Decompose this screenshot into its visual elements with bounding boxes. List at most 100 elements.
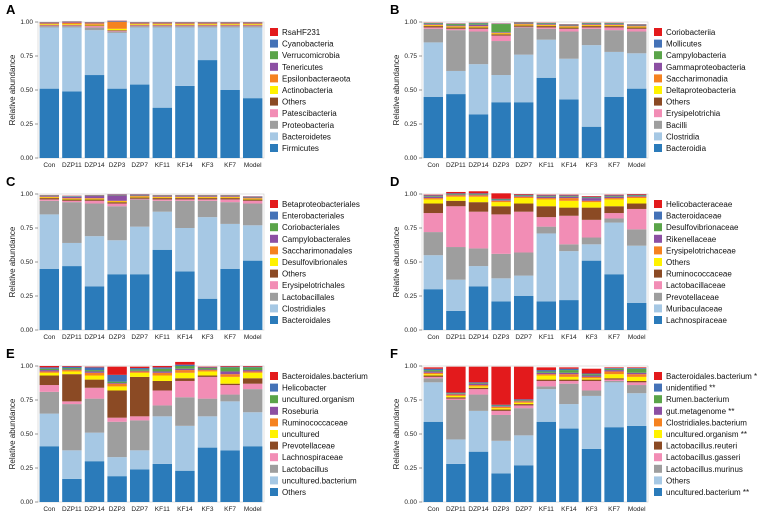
legend-label: Helicobacteraceae (666, 200, 733, 209)
bar-segment-Muribaculaceae (559, 251, 579, 301)
bar-segment-gut.metagenome (559, 372, 579, 375)
bar-segment-Lachnospiraceae (152, 390, 173, 406)
bar-segment-Others (513, 25, 534, 27)
x-tick-label: DZP7 (131, 334, 148, 341)
bar-segment-Patescibacteria (129, 25, 150, 27)
legend-swatch (270, 453, 278, 462)
y-tick-label: 0.50 (20, 431, 33, 438)
bar-segment-Lactobacillus.gasseri (604, 379, 624, 381)
x-tick-label: KF14 (561, 334, 577, 341)
bar-segment-Desulfovibrionaceae (423, 196, 444, 197)
bar-segment-uncultured.bacterium (62, 450, 82, 479)
bar-segment-Bacteroidales (62, 266, 82, 330)
x-tick-label: Con (427, 506, 439, 513)
bar-segment-Campylobacterales (242, 197, 263, 199)
bar-segment-Ruminococcaceae (626, 203, 647, 209)
bar-segment-Desulfovibrionales (175, 197, 195, 199)
bar-segment-Bacteroidaceae (423, 195, 444, 197)
bar-segment-uncultured (84, 375, 105, 380)
bar-segment-uncultured.organism (175, 366, 195, 369)
y-tick-label: 0.00 (404, 327, 417, 334)
bar-segment-Campylobacterales (152, 196, 173, 197)
bar-segment-Clostridiales (197, 217, 218, 299)
legend-swatch (654, 430, 662, 438)
legend-label: Lactobacillus (282, 465, 328, 474)
legend-swatch (654, 51, 662, 60)
bar-segment-Patescibacteria (84, 26, 105, 28)
bar-segment-Clostridia (559, 58, 579, 100)
x-tick-label: DZP14 (84, 162, 105, 169)
legend-swatch (654, 488, 662, 496)
bar-segment-Saccharimonadia (468, 26, 489, 27)
bar-segment-Clostridia (423, 42, 444, 97)
legend-label: uncultured.bacterium ** (666, 488, 749, 497)
bar-segment-Others (107, 476, 127, 502)
bar-segment-Bacilli (581, 28, 602, 46)
legend-swatch (270, 144, 278, 152)
bar-segment-Bacteroidaceae (559, 195, 579, 197)
bar-segment-Lactobacillus.murinus (513, 408, 534, 436)
bar-segment-Others (175, 24, 195, 26)
legend-swatch (654, 211, 662, 220)
bar-segment-Lachnospiraceae (129, 416, 150, 421)
bar-segment-Others (468, 27, 489, 29)
y-tick-label: 0.00 (404, 155, 417, 162)
bar-segment-Patescibacteria (242, 25, 263, 27)
bar-segment-Erysipelotrichia (513, 26, 534, 28)
bar-segment-Actinobacteria (152, 24, 173, 25)
bar-segment-Lactobacillus.reuteri (581, 379, 602, 381)
legend-swatch (270, 269, 278, 278)
bar-segment-Campylobacteria (604, 23, 624, 25)
bar-segment-Firmicutes (152, 107, 173, 158)
bar-segment-Epsilonbacteraeota (197, 23, 218, 25)
bar-segment-Others (197, 447, 218, 502)
bar-segment-Epsilonbacteraeota (107, 22, 127, 29)
bar-segment-uncultured.organism (446, 395, 466, 398)
legend-swatch (270, 383, 278, 392)
bar-segment-unidentified (536, 370, 557, 372)
bar-segment-Others (604, 382, 624, 428)
legend-swatch (654, 418, 662, 427)
x-tick-label: DZP3 (109, 334, 126, 341)
bar-segment-Firmicutes (39, 88, 60, 158)
legend-label: Clostridiales (282, 304, 326, 313)
bar-segment-Erysipelotrichaceae (536, 198, 557, 200)
bar-segment-Bacteroidales.bacterium (604, 367, 624, 369)
bar-segment-Erysipelotrichales (242, 200, 263, 204)
x-tick-label: KF11 (155, 506, 170, 513)
bar-segment-Prevotellaceae (107, 390, 127, 418)
legend-swatch (270, 406, 278, 415)
y-tick-label: 1.00 (20, 363, 33, 370)
bar-segment-Saccharimonadia (536, 24, 557, 26)
bar-segment-Lactobacillales (39, 200, 60, 215)
legend-label: Lactobacillus.murinus (666, 465, 743, 474)
bar-segment-Lactobacillaceae (446, 206, 466, 248)
legend-label: Lactobacillus.reuteri (666, 442, 737, 451)
bar-segment-Prevotellaceae (604, 218, 624, 223)
bar-segment-Tenericutes (107, 21, 127, 22)
bar-segment-Deltaproteobacteria (536, 25, 557, 27)
bar-segment-Muribaculaceae (581, 244, 602, 261)
legend-label: Campylobacteria (666, 51, 727, 60)
bar-segment-Desulfovibrionaceae (604, 196, 624, 197)
bar-segment-Others (152, 463, 173, 502)
bar-segment-Others (604, 26, 624, 28)
legend-swatch (270, 395, 278, 404)
panel-D: D 0.00 0.25 0.50 0.75 1.00 Relative abundance C… (390, 174, 739, 341)
x-tick-label: Con (427, 334, 439, 341)
bar-segment-Helicobacteraceae (446, 191, 466, 194)
bar-segment-Desulfovibrionales (39, 197, 60, 199)
bar-segment-Lachnospiraceae (175, 380, 195, 398)
bar-segment-Prevotellaceae (423, 232, 444, 256)
bar-segment-Bacteroidales (107, 274, 127, 330)
bar-segment-Proteobacteria (242, 26, 263, 28)
legend-label: Others (666, 476, 690, 485)
bar-segment-Actinobacteria (242, 24, 263, 25)
bar-segment-Clostridiales.bacterium (491, 406, 511, 409)
bar-segment-Lactobacillus.reuteri (536, 379, 557, 381)
legend-swatch (654, 372, 662, 380)
bar-segment-Tenericutes (197, 22, 218, 24)
bar-segment-Roseburia (152, 371, 173, 373)
legend-swatch (654, 281, 662, 290)
bar-segment-Others (84, 25, 105, 27)
